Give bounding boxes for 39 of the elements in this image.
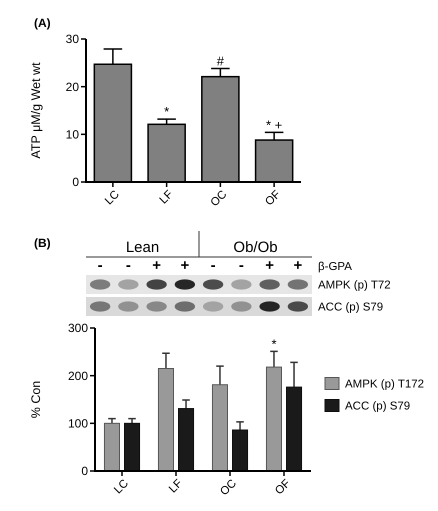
y-tick-label: 100 <box>68 416 88 431</box>
text: ACC (p) S79 <box>318 302 384 314</box>
annotation: * + <box>266 117 282 132</box>
y-tick-label: 0 <box>81 464 88 478</box>
x-tick-label: LF <box>158 188 176 206</box>
x-tick-label: OF <box>273 477 293 498</box>
y-tick-label: 200 <box>68 368 88 383</box>
text: - <box>98 257 103 274</box>
y-tick-label: 0 <box>72 175 80 190</box>
x-tick-label: OC <box>208 188 230 210</box>
x-tick-label: OF <box>263 188 284 208</box>
text: β-GPA <box>318 261 352 273</box>
text: + <box>265 257 274 274</box>
text: - <box>126 257 131 274</box>
y-tick-label: 10 <box>66 128 80 142</box>
legend-label: ACC (p) S79 <box>345 400 410 413</box>
annotation: * <box>271 336 277 352</box>
legend-label: AMPK (p) T172 <box>345 378 424 391</box>
y-tick-label: 300 <box>68 321 88 336</box>
text: - <box>238 257 244 274</box>
text: - <box>210 257 216 274</box>
x-tick-label: LC <box>102 188 122 208</box>
annotation: * <box>164 104 170 120</box>
annotation: # <box>216 54 225 69</box>
x-tick-label: OC <box>218 477 239 498</box>
text: (B) <box>34 236 51 250</box>
text: + <box>293 257 302 274</box>
x-tick-label: LF <box>166 477 185 496</box>
x-tick-label: LC <box>112 477 131 496</box>
text: + <box>180 257 190 274</box>
text: + <box>152 257 162 274</box>
text: AMPK (p) T72 <box>318 280 391 292</box>
chart-title: (A) <box>34 16 51 30</box>
y-tick-label: 30 <box>66 32 80 46</box>
y-axis-title: % Con <box>29 380 43 418</box>
y-tick-label: 20 <box>66 80 80 94</box>
text: Lean <box>126 239 160 256</box>
y-axis-title: ATP μM/g Wet wt <box>29 62 43 159</box>
text: Ob/Ob <box>233 239 278 256</box>
